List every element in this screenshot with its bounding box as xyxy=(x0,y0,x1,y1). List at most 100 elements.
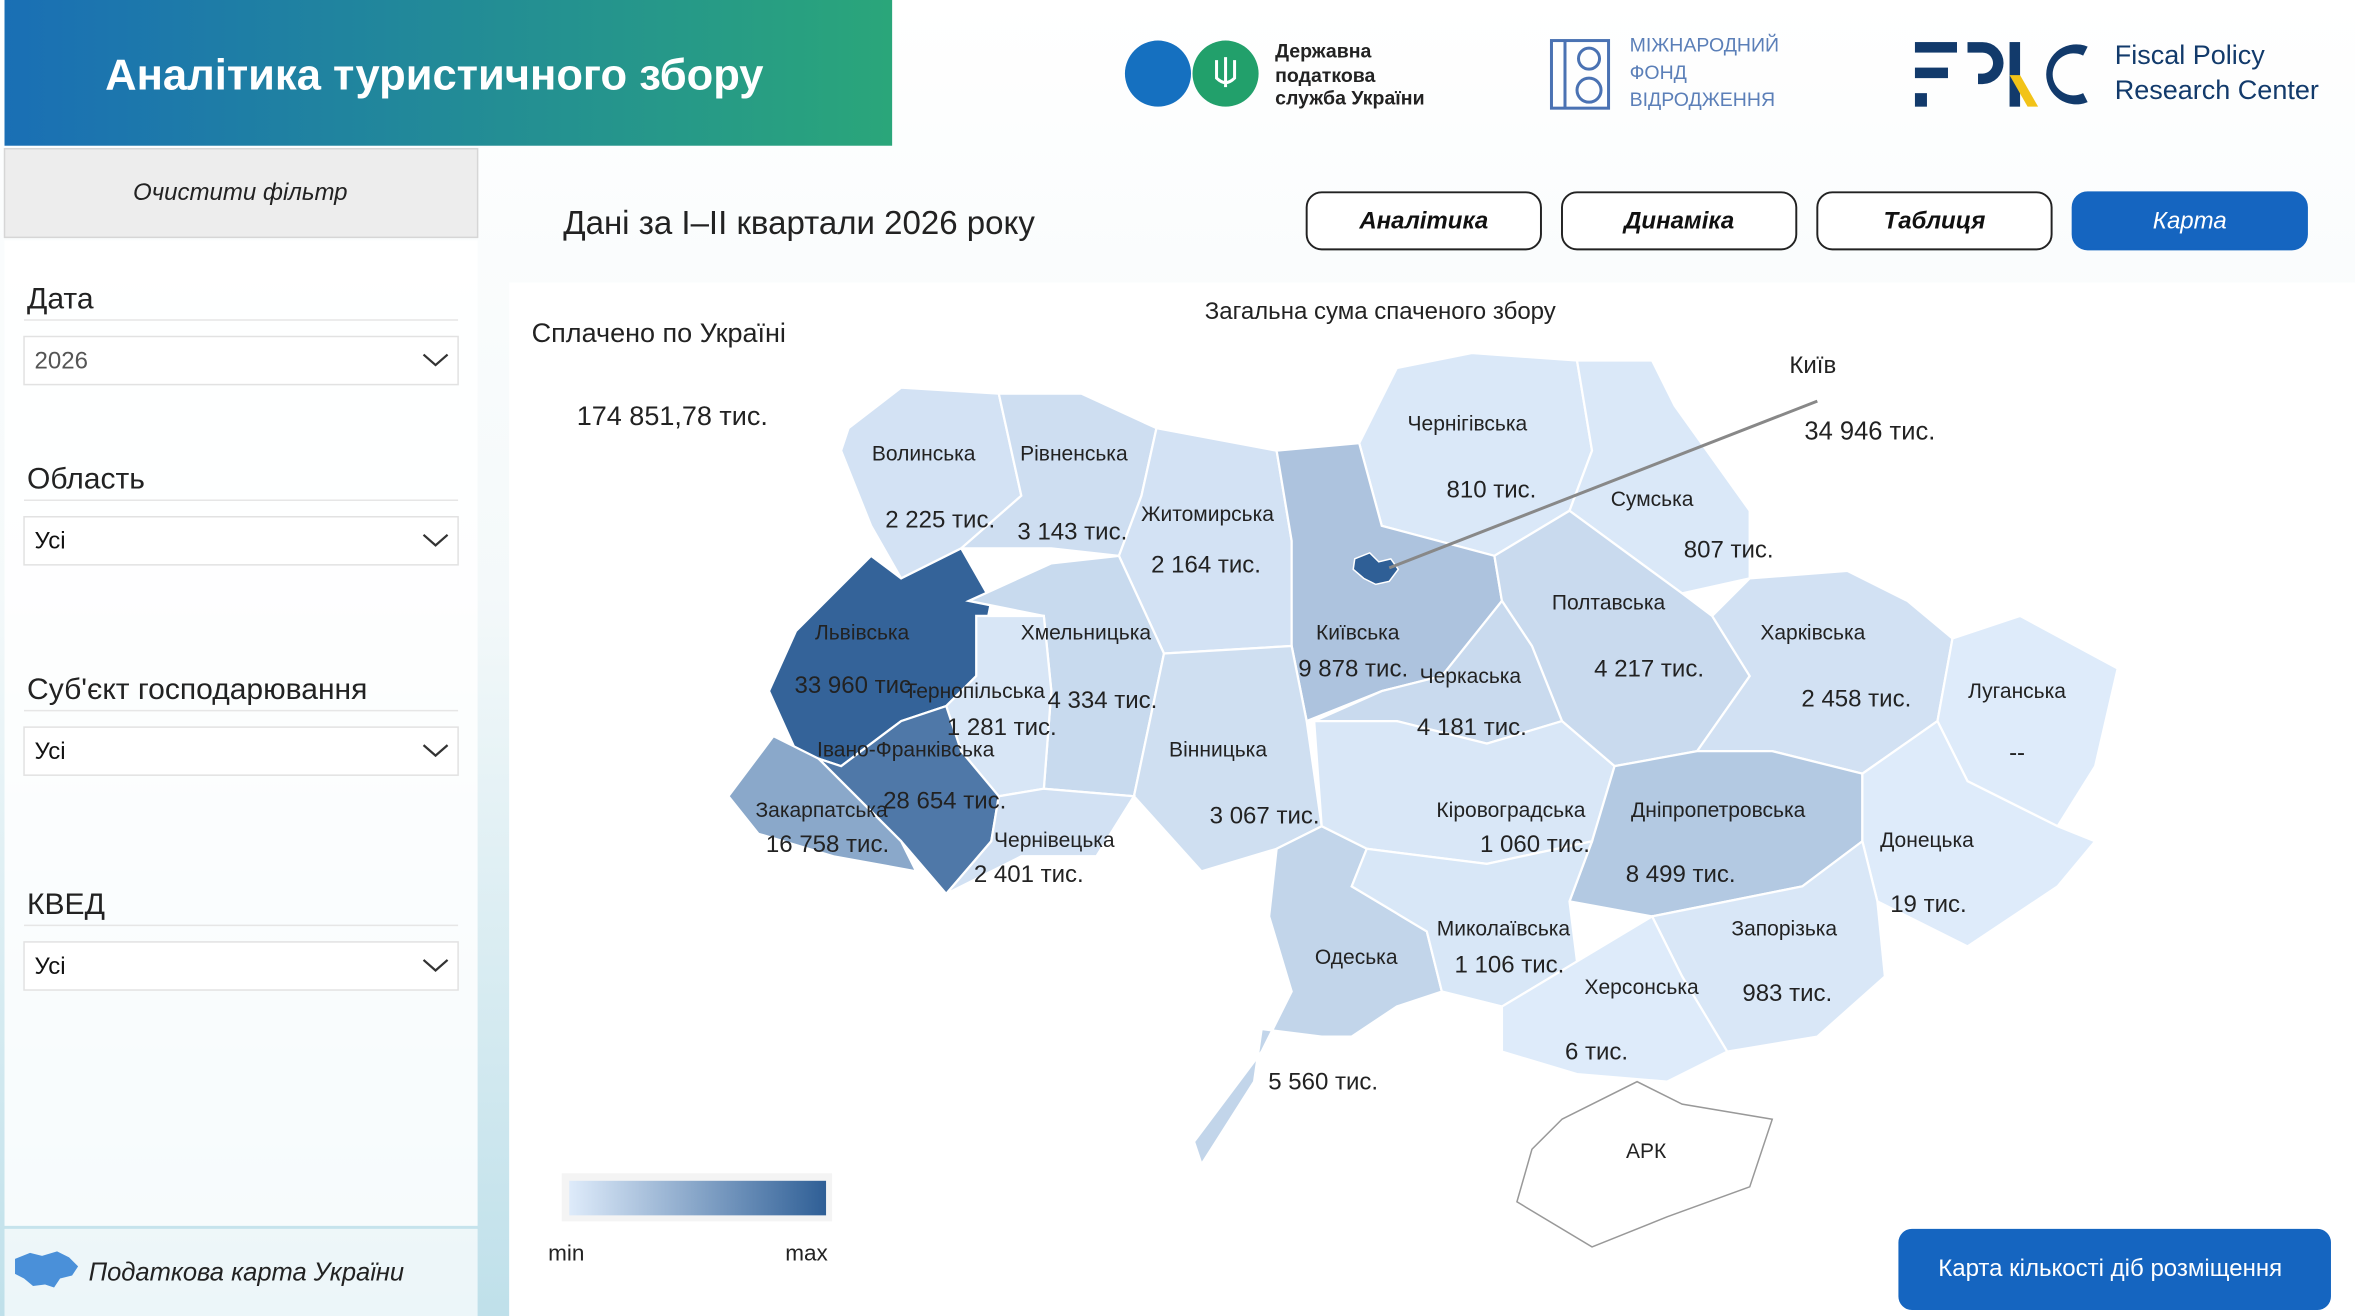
map: АРК Волинська 2 225 тис. Рівненська 3 143 ти… xyxy=(727,352,2119,1248)
clear-filter-text[interactable]: Очистити фільтр xyxy=(133,179,348,206)
map-title: Загальна сума спаченого збору xyxy=(1205,298,1556,325)
region-value: 4 334 тис. xyxy=(1047,687,1157,714)
filter-dropdown[interactable]: 2026 xyxy=(23,335,459,386)
tax-map-icon[interactable] xyxy=(15,1251,79,1288)
region-value: 5 560 тис. xyxy=(1268,1068,1378,1095)
dropdown-chevron[interactable] xyxy=(422,353,449,367)
tab-box[interactable] xyxy=(1305,191,1542,251)
tab-label[interactable]: Динаміка xyxy=(1622,208,1734,235)
region-name: Волинська xyxy=(872,443,976,466)
region-name: Донецька xyxy=(1880,829,1974,852)
dropdown-box[interactable] xyxy=(23,335,459,386)
region xyxy=(945,787,1136,895)
region-value: 8 499 тис. xyxy=(1626,861,1736,888)
region-name: Закарпатська xyxy=(755,799,888,822)
filter-label: Область xyxy=(27,463,145,496)
dps-logo-text: податкова xyxy=(1275,65,1375,87)
region-name: Полтавська xyxy=(1552,591,1666,614)
region xyxy=(727,734,919,873)
kyiv-name: Київ xyxy=(1789,352,1836,379)
region-value: 2 458 тис. xyxy=(1801,685,1911,712)
region-name: Кіровоградська xyxy=(1436,799,1585,822)
crimea-label: АРК xyxy=(1626,1140,1667,1163)
region-name: Чернівецька xyxy=(994,829,1115,852)
region-name: Харківська xyxy=(1760,622,1865,645)
fprc-logo-accent xyxy=(2009,75,2039,107)
fprc-logo-text: Fiscal Policy xyxy=(2115,40,2266,70)
region-value: 3 143 тис. xyxy=(1017,519,1127,546)
region-value: 19 тис. xyxy=(1890,891,1966,918)
filters: Дата 2026 Область Усі Суб'єкт господарювання… xyxy=(23,282,459,991)
dps-logo-text: Державна xyxy=(1275,41,1371,63)
dropdown-chevron[interactable] xyxy=(422,959,449,972)
tab-label[interactable]: Аналітика xyxy=(1358,208,1488,235)
irf-logo-icon xyxy=(1549,39,1611,110)
region-name: Луганська xyxy=(1968,680,2066,703)
kyiv-callout xyxy=(1388,399,1818,570)
region-name: Чернігівська xyxy=(1408,413,1528,436)
region-name: Житомирська xyxy=(1141,503,1274,526)
filter-label: КВЕД xyxy=(27,888,105,921)
filter-label: Дата xyxy=(27,282,94,315)
tab[interactable]: Таблиця xyxy=(1816,191,2053,251)
region-name: Черкаська xyxy=(1420,665,1522,688)
clear-filter-box[interactable] xyxy=(3,147,479,239)
legend-max: max xyxy=(785,1240,828,1265)
dropdown-box[interactable] xyxy=(23,516,459,566)
filter-dropdown[interactable]: Усі xyxy=(23,726,459,776)
irf-logo-text: МІЖНАРОДНИЙ xyxy=(1630,33,1779,57)
tax-map-link-text[interactable]: Податкова карта України xyxy=(89,1259,404,1287)
tab-label[interactable]: Таблиця xyxy=(1884,208,1986,235)
region-name: Рівненська xyxy=(1020,443,1128,466)
map-switch-text[interactable]: Карта кількості діб розміщення xyxy=(1938,1255,2282,1282)
region-name: Запорізька xyxy=(1731,917,1837,940)
tab-box[interactable] xyxy=(2071,191,2308,251)
region-name: Івано-Франківська xyxy=(817,739,995,762)
region-name: Тернопільська xyxy=(905,680,1046,703)
filter-dropdown[interactable]: Усі xyxy=(23,941,459,991)
dropdown-chevron[interactable] xyxy=(422,533,449,547)
total-value: 174 851,78 тис. xyxy=(577,401,768,431)
map-switch-button[interactable]: Карта кількості діб розміщення xyxy=(1898,1228,2331,1310)
header-title: Аналітика туристичного збору xyxy=(105,52,763,100)
subtitle: Дані за І–ІІ квартали 2026 року xyxy=(563,205,1035,242)
region-value: 3 067 тис. xyxy=(1210,803,1320,830)
tax-map-link-box[interactable] xyxy=(4,1228,478,1316)
dropdown-value[interactable]: 2026 xyxy=(35,347,88,374)
dropdown-chevron[interactable] xyxy=(422,744,449,758)
filter-dropdown[interactable]: Усі xyxy=(23,516,459,566)
clear-filter-button[interactable]: Очистити фільтр xyxy=(3,147,479,239)
dropdown-box[interactable] xyxy=(23,726,459,776)
tab-box[interactable] xyxy=(1816,191,2053,251)
dropdown-value[interactable]: Усі xyxy=(35,528,66,555)
tab[interactable]: Динаміка xyxy=(1561,191,1798,251)
tab-label[interactable]: Карта xyxy=(2153,208,2227,235)
region-value: 2 225 тис. xyxy=(885,507,995,534)
region-value: 6 тис. xyxy=(1565,1038,1628,1065)
region-value: 2 164 тис. xyxy=(1151,552,1261,579)
kyiv-value: 34 946 тис. xyxy=(1804,417,1935,445)
region-name: Хмельницька xyxy=(1021,622,1152,645)
dps-logo-text: служба України xyxy=(1275,87,1424,109)
tax-map-link[interactable]: Податкова карта України xyxy=(4,1228,478,1316)
irf-logo-text: ФОНД xyxy=(1630,62,1687,84)
region-name: Сумська xyxy=(1611,488,1694,511)
dropdown-value[interactable]: Усі xyxy=(35,738,66,765)
legend-gradient xyxy=(569,1180,827,1216)
region-value: 1 106 тис. xyxy=(1454,951,1564,978)
map-switch-box[interactable] xyxy=(1898,1228,2331,1310)
fprc-logo-text: Research Center xyxy=(2115,75,2319,105)
tab[interactable]: Карта xyxy=(2071,191,2308,251)
dps-logo-circle xyxy=(1124,40,1192,107)
region-value: 28 654 тис. xyxy=(883,788,1006,815)
dropdown-box[interactable] xyxy=(23,941,459,991)
dropdown-value[interactable]: Усі xyxy=(35,953,66,980)
region-value: 9 878 тис. xyxy=(1298,655,1408,682)
tab[interactable]: Аналітика xyxy=(1305,191,1542,251)
region-name: Львівська xyxy=(815,622,910,645)
region-name: Одеська xyxy=(1315,946,1398,969)
tabs: Аналітика Динаміка Таблиця Карта xyxy=(1305,191,2308,251)
tab-box[interactable] xyxy=(1561,191,1798,251)
